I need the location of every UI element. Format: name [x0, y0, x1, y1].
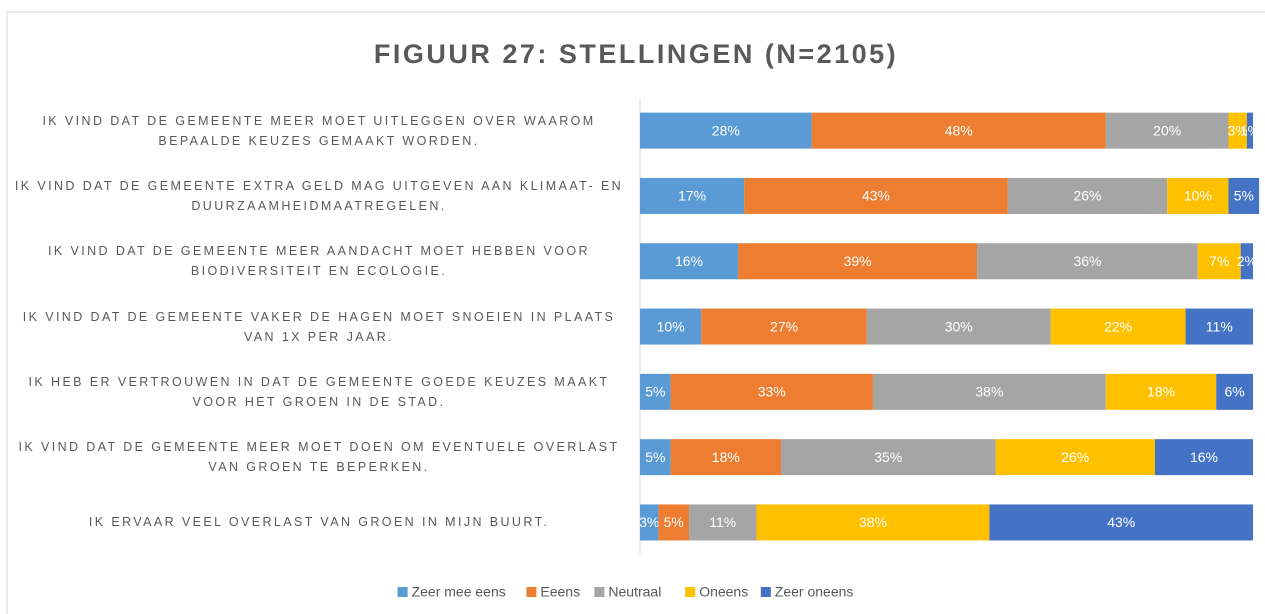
data-label: 27%	[770, 318, 798, 334]
data-label: 10%	[1184, 188, 1212, 204]
bar-segment	[1197, 243, 1241, 280]
bar-segment	[640, 308, 702, 345]
legend-label: Eeens	[540, 584, 580, 600]
data-label: 5%	[664, 514, 684, 530]
bar-segment	[670, 439, 781, 476]
bar-segment	[640, 243, 739, 280]
data-label: 43%	[862, 188, 890, 204]
category-label: IK VIND DAT DE GEMEENTE EXTRA GELD MAG U…	[14, 178, 624, 213]
bar-segment	[1216, 373, 1253, 410]
bar-segment	[1050, 308, 1186, 345]
data-label: 3%	[1228, 122, 1248, 138]
data-label: 28%	[712, 122, 740, 138]
data-label: 7%	[1209, 253, 1229, 269]
data-label: 11%	[709, 514, 736, 530]
category-label: IK VIND DAT DE GEMEENTE MEER AANDACHT MO…	[48, 244, 590, 279]
data-label: 38%	[859, 514, 887, 530]
bar-segment	[640, 439, 671, 476]
bar-segment	[640, 373, 671, 410]
data-label: 6%	[1224, 384, 1244, 400]
data-label: 35%	[874, 449, 902, 465]
bar-segment	[1154, 439, 1253, 476]
bar-segment	[1240, 243, 1253, 280]
bar-segment	[1228, 177, 1260, 214]
bar-segment	[640, 177, 745, 214]
bar-segment	[977, 243, 1198, 280]
legend-label: Neutraal	[608, 584, 661, 600]
bar-segment	[744, 177, 1008, 214]
bar-segment	[995, 439, 1155, 476]
bar-segment	[1105, 373, 1217, 410]
data-label: 20%	[1153, 122, 1181, 138]
data-label: 3%	[639, 514, 659, 530]
data-label: 16%	[675, 253, 703, 269]
data-label: 5%	[1234, 188, 1254, 204]
data-label: 48%	[945, 122, 973, 138]
bar-segment	[1185, 308, 1253, 345]
legend-swatch	[397, 587, 408, 597]
data-label: 36%	[1073, 253, 1101, 269]
bar-segment	[756, 504, 990, 541]
bar-segment	[670, 373, 873, 410]
data-label: 43%	[1107, 514, 1135, 530]
data-label: 33%	[758, 384, 786, 400]
data-label: 16%	[1190, 449, 1218, 465]
bar-segment	[989, 504, 1253, 541]
bar-segment	[872, 373, 1106, 410]
bar-segment	[1167, 177, 1229, 214]
bar-segment	[811, 112, 1106, 149]
data-label: 5%	[645, 384, 665, 400]
bar-segment	[1228, 112, 1247, 149]
legend-swatch	[760, 587, 771, 597]
legend-swatch	[594, 587, 605, 597]
data-label: 11%	[1206, 318, 1233, 334]
data-label: 1%	[1240, 122, 1260, 138]
data-label: 5%	[645, 449, 665, 465]
bar-segment	[658, 504, 690, 541]
chart-title: FIGUUR 27: STELLINGEN (N=2105)	[374, 39, 898, 69]
data-label: 26%	[1073, 188, 1101, 204]
bar-segment	[1007, 177, 1168, 214]
data-label: 18%	[1147, 384, 1175, 400]
data-label: 39%	[844, 253, 872, 269]
data-label: 30%	[945, 318, 973, 334]
category-label: IK HEB ER VERTROUWEN IN DAT DE GEMEENTE …	[28, 374, 610, 409]
legend-label: Zeer oneens	[775, 584, 854, 600]
bar-segment	[701, 308, 867, 345]
legend-label: Oneens	[699, 584, 748, 600]
bar-segment	[780, 439, 996, 476]
data-label: 2%	[1237, 253, 1257, 269]
category-label: IK ERVAAR VEEL OVERLAST VAN GROEN IN MIJ…	[88, 515, 550, 530]
bar-segment	[640, 504, 659, 541]
data-label: 22%	[1104, 318, 1132, 334]
bar-segment	[1246, 112, 1253, 149]
data-label: 10%	[657, 318, 685, 334]
category-label: IK VIND DAT DE GEMEENTE MEER MOET UITLEG…	[42, 113, 596, 148]
data-label: 26%	[1061, 449, 1089, 465]
bar-segment	[866, 308, 1051, 345]
legend-label: Zeer mee eens	[412, 584, 506, 600]
category-label: IK VIND DAT DE GEMEENTE VAKER DE HAGEN M…	[22, 309, 616, 344]
legend-swatch	[526, 587, 537, 597]
bar-segment	[689, 504, 757, 541]
data-label: 18%	[712, 449, 740, 465]
data-label: 38%	[975, 384, 1003, 400]
data-label: 17%	[678, 188, 706, 204]
legend-swatch	[685, 587, 696, 597]
bar-segment	[640, 112, 812, 149]
bar-segment	[738, 243, 978, 280]
bar-segment	[1105, 112, 1229, 149]
category-label: IK VIND DAT DE GEMEENTE MEER MOET DOEN O…	[18, 440, 620, 475]
